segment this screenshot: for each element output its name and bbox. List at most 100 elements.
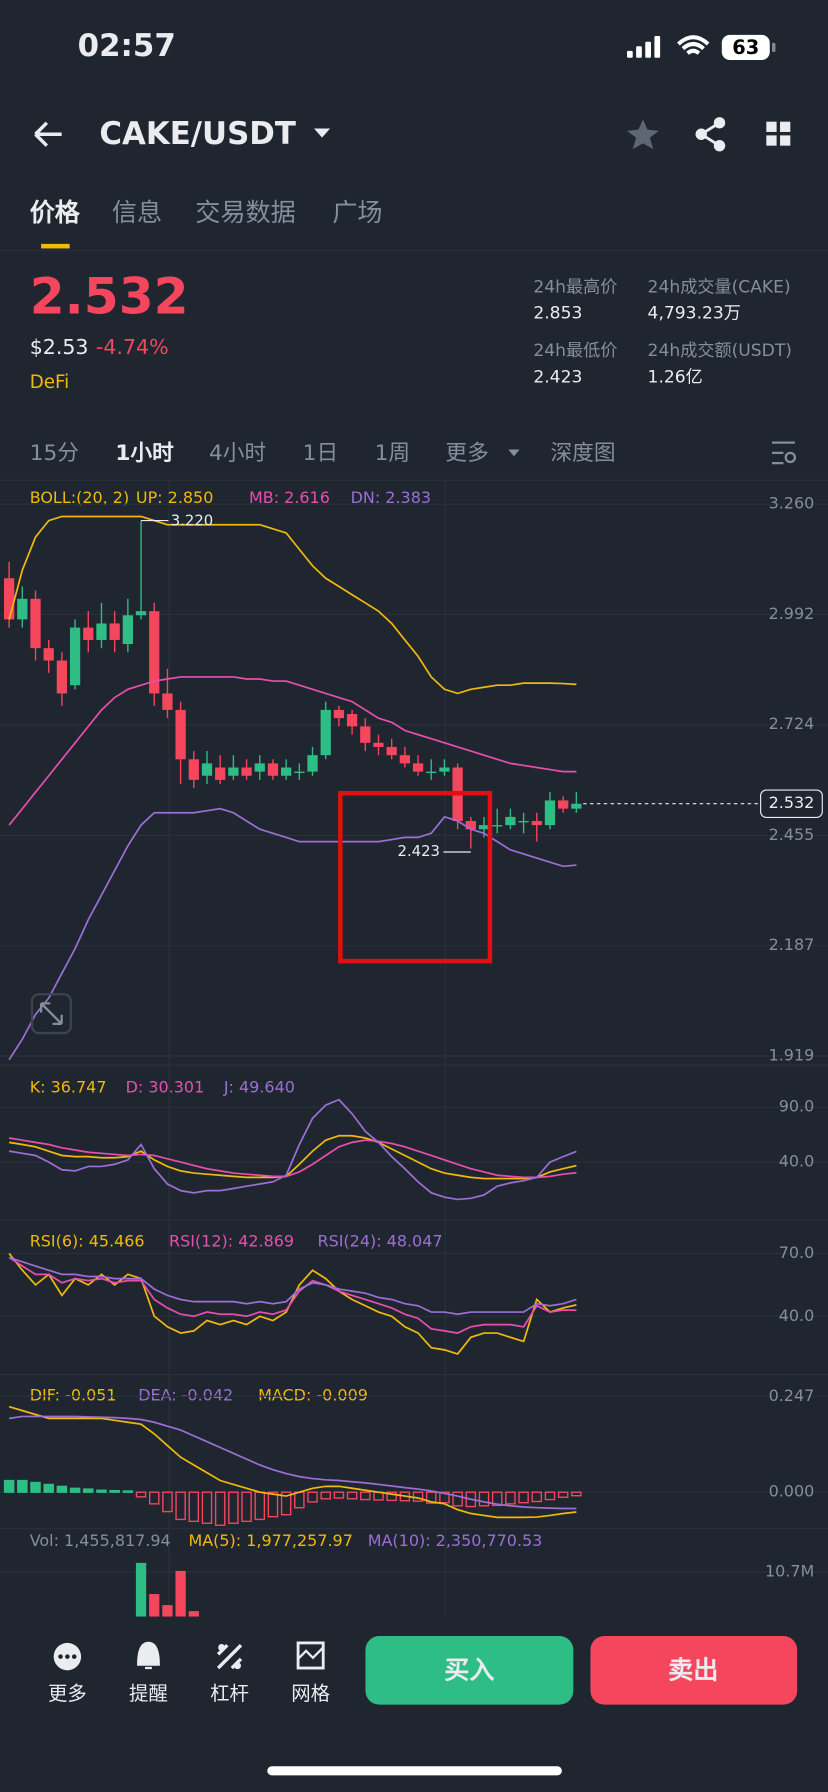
legend: BOLL:(20, 2) — [30, 488, 130, 507]
candle-body — [360, 726, 371, 743]
sell-button[interactable] — [590, 1636, 798, 1705]
kline-plot — [3, 515, 582, 1061]
candle-body — [228, 767, 239, 776]
legend: MA(10): 2,350,770.53 — [368, 1531, 543, 1550]
home-indicator — [267, 1766, 562, 1776]
legend: D: 30.301 — [126, 1077, 205, 1096]
tab[interactable]: 交易数据 — [195, 198, 295, 227]
candle-body — [465, 821, 476, 830]
volume-bar — [149, 1594, 160, 1617]
macd-bar — [109, 1489, 120, 1493]
interval[interactable]: 1日 — [303, 441, 338, 466]
candle-body — [69, 627, 81, 686]
nav-item[interactable]: 网格 — [291, 1641, 330, 1705]
candle-body — [149, 611, 160, 694]
interval[interactable]: 深度图 — [550, 441, 615, 466]
y-tick-label: 70.0 — [779, 1243, 815, 1262]
nav-label: 网格 — [291, 1682, 330, 1705]
candle-body — [544, 800, 556, 826]
candle-body — [281, 767, 292, 776]
macd-bar — [122, 1490, 134, 1493]
candle-body — [162, 693, 173, 710]
macd-bar — [43, 1483, 54, 1493]
nav-item[interactable]: 更多 — [48, 1642, 87, 1705]
tag[interactable]: DeFi — [30, 372, 70, 393]
legend: DIF: -0.051 — [30, 1386, 117, 1405]
tab[interactable]: 广场 — [332, 198, 382, 227]
interval[interactable]: 15分 — [30, 441, 79, 466]
volume-plot — [135, 1562, 199, 1617]
candle-body — [373, 742, 384, 747]
indicator-line — [8, 807, 577, 1061]
candle-body — [17, 598, 28, 620]
legend: K: 36.747 — [30, 1077, 107, 1096]
tab[interactable]: 信息 — [112, 198, 162, 227]
macd-bar — [386, 1491, 397, 1502]
pair-dropdown[interactable] — [314, 128, 331, 138]
favorite-button[interactable] — [626, 119, 659, 150]
last-price-label: 2.532 — [769, 793, 815, 812]
volume-bar — [175, 1570, 186, 1617]
candle-body — [294, 771, 305, 773]
fullscreen-button[interactable] — [30, 993, 72, 1035]
macd-bar — [571, 1491, 582, 1497]
legend: DEA: -0.042 — [138, 1386, 233, 1405]
legend: Vol: 1,455,817.94 — [30, 1531, 171, 1550]
more-dropdown[interactable] — [508, 449, 520, 457]
pair-title[interactable]: CAKE/USDT — [99, 116, 296, 152]
clock: 02:57 — [78, 28, 176, 64]
buy-button[interactable] — [365, 1636, 574, 1705]
indicator-line — [8, 1256, 577, 1334]
y-tick-label: 10.7M — [765, 1561, 814, 1580]
candle-body — [96, 623, 107, 640]
macd-bar — [175, 1491, 186, 1521]
highlight-box — [338, 790, 493, 964]
macd-bar — [162, 1491, 173, 1513]
interval[interactable]: 更多 — [445, 441, 488, 466]
indicator-line — [8, 1134, 577, 1180]
candle-body — [122, 615, 133, 645]
tab[interactable]: 价格 — [30, 198, 81, 227]
chart-settings[interactable] — [772, 441, 797, 465]
layout-button[interactable] — [766, 121, 791, 146]
macd-bar — [17, 1479, 28, 1493]
share-button[interactable] — [695, 117, 726, 152]
interval[interactable]: 1周 — [375, 441, 410, 466]
macd-bar — [531, 1491, 543, 1503]
interval[interactable]: 4小时 — [209, 441, 266, 466]
macd-bar — [69, 1487, 81, 1493]
nav-item[interactable]: 杠杆 — [210, 1643, 249, 1705]
indicator-line — [8, 1256, 577, 1316]
macd-bar — [505, 1491, 516, 1505]
candle-body — [135, 611, 147, 616]
legend: RSI(24): 48.047 — [317, 1232, 442, 1251]
tab-indicator — [41, 243, 70, 249]
candle-body — [333, 709, 345, 719]
macd-bar — [439, 1491, 450, 1504]
macd-bar — [307, 1491, 318, 1503]
candle-body — [307, 755, 318, 772]
signal-icon — [626, 36, 661, 58]
indicator-line — [8, 676, 577, 826]
volume-bar — [135, 1562, 147, 1617]
legend: J: 49.640 — [223, 1077, 295, 1096]
macd-bar — [346, 1491, 358, 1500]
candle-body — [109, 623, 120, 640]
macd-bar — [56, 1485, 68, 1493]
macd-bar — [241, 1491, 252, 1523]
candle-body — [505, 816, 516, 826]
y-tick-label: 90.0 — [779, 1097, 815, 1116]
y-tick-label: 3.260 — [769, 494, 815, 513]
candle-body — [346, 714, 358, 727]
macd-bar — [188, 1491, 200, 1523]
candle-body — [478, 825, 490, 830]
last-price: 2.532 — [30, 266, 189, 325]
candle-body — [399, 755, 411, 764]
wifi-icon — [677, 35, 710, 55]
back-button[interactable] — [34, 121, 62, 147]
macd-bar — [557, 1491, 569, 1498]
nav-item[interactable]: 提醒 — [129, 1641, 168, 1705]
interval[interactable]: 1小时 — [115, 441, 174, 466]
stat-label: 24h最高价 — [533, 277, 617, 297]
